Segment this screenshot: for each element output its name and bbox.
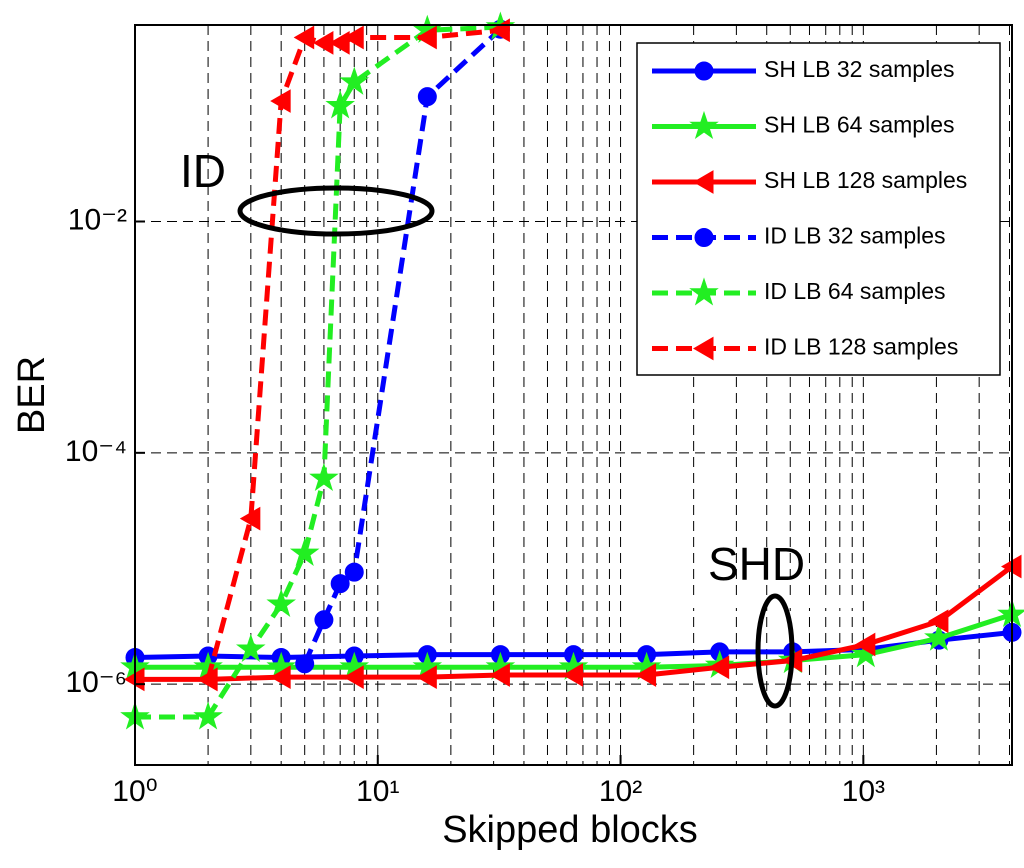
marker xyxy=(693,170,714,194)
y-tick-label: 10⁻² xyxy=(68,203,127,236)
plot-frame xyxy=(134,24,1013,766)
marker xyxy=(416,25,437,50)
marker xyxy=(694,228,714,247)
series xyxy=(197,18,510,692)
marker xyxy=(343,25,364,50)
marker xyxy=(854,632,876,657)
marker xyxy=(489,663,510,687)
data xyxy=(120,11,1024,730)
marker xyxy=(689,110,719,140)
marker xyxy=(689,277,719,306)
marker xyxy=(416,665,437,690)
marker xyxy=(694,61,714,81)
marker xyxy=(330,574,350,594)
x-tick-label: 10¹ xyxy=(356,775,399,808)
series xyxy=(120,11,516,730)
marker xyxy=(693,336,714,361)
series-line xyxy=(302,27,503,665)
marker xyxy=(635,663,657,687)
series xyxy=(124,554,1022,692)
x-tick-label: 10⁰ xyxy=(112,775,157,808)
marker xyxy=(197,667,218,692)
series-line xyxy=(135,24,501,720)
annotation-ellipse xyxy=(755,593,795,709)
series xyxy=(295,19,510,674)
marker xyxy=(239,506,261,531)
marker xyxy=(193,701,223,730)
legend-label: SH LB 128 samples xyxy=(764,167,967,193)
marker xyxy=(343,665,364,690)
marker xyxy=(851,639,881,668)
annotation-ellipse xyxy=(237,185,435,237)
x-tick-label: 10² xyxy=(599,775,642,808)
marker xyxy=(266,588,296,617)
annotation-mask xyxy=(690,600,860,608)
marker xyxy=(309,462,339,492)
marker xyxy=(314,610,334,630)
marker xyxy=(270,665,291,690)
legend-label: SH LB 64 samples xyxy=(764,112,954,138)
marker xyxy=(708,655,730,680)
legend-box xyxy=(636,42,1001,376)
marker xyxy=(289,537,320,566)
legend-label: ID LB 128 samples xyxy=(764,334,958,360)
marker xyxy=(236,633,266,662)
legend-label: ID LB 32 samples xyxy=(764,223,946,249)
marker xyxy=(339,66,370,95)
y-axis-label: BER xyxy=(11,356,53,434)
marker xyxy=(344,562,364,582)
marker xyxy=(924,622,954,651)
legend-label: ID LB 64 samples xyxy=(764,278,946,304)
marker xyxy=(293,25,315,50)
legend-label: SH LB 32 samples xyxy=(764,56,954,82)
marker xyxy=(417,87,437,107)
x-axis-label: Skipped blocks xyxy=(442,809,698,851)
marker xyxy=(295,654,315,674)
grid xyxy=(134,25,1012,765)
marker xyxy=(325,90,355,119)
marker xyxy=(270,89,291,113)
marker xyxy=(562,663,583,687)
marker xyxy=(927,609,949,634)
y-tick-label: 10⁻⁶ xyxy=(65,666,127,699)
y-tick-label: 10⁻⁴ xyxy=(65,435,127,468)
x-tick-label: 10³ xyxy=(842,775,885,808)
annotation: SHD xyxy=(708,538,805,590)
legend: SH LB 32 samples SH LB 64 samples SH LB 12… xyxy=(636,42,1001,376)
annotation: ID xyxy=(180,145,226,197)
